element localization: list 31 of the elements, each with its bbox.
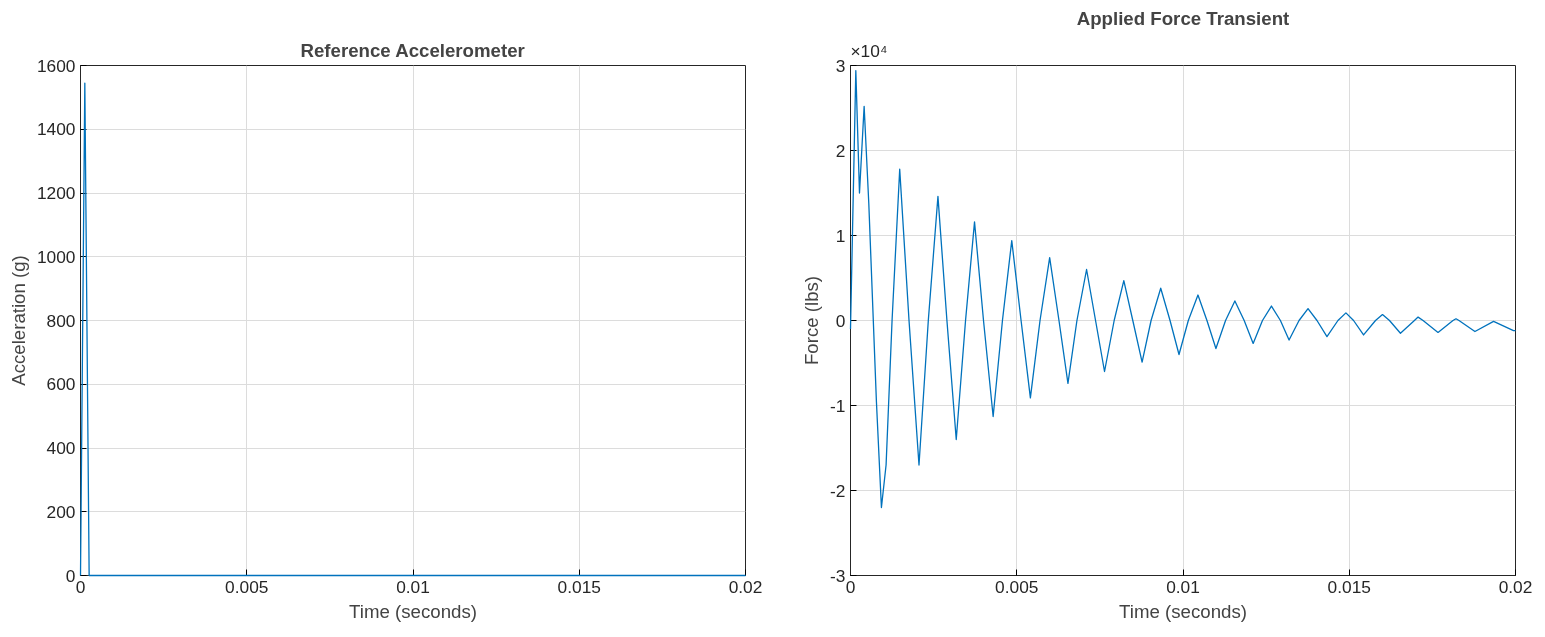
y-tick-label: 1400 — [36, 119, 76, 140]
x-tick-label: 0.005 — [995, 576, 1039, 597]
y-tick-label: 1200 — [36, 183, 76, 203]
x-tick-label: 0.005 — [225, 576, 269, 597]
x-tick-label: 0.015 — [1327, 576, 1371, 597]
y-tick-label: 1000 — [36, 246, 76, 267]
y-tick-label: 0 — [835, 310, 846, 331]
x-tick-label: 0.01 — [396, 576, 430, 597]
y-axis-title: Acceleration (g) — [7, 255, 29, 386]
y-tick-label: 1 — [835, 225, 846, 246]
y-tick-label: 800 — [46, 310, 76, 331]
x-axis-title: Time (seconds) — [349, 600, 477, 622]
x-tick-label: 0.02 — [1498, 576, 1533, 597]
y-tick-label: -3 — [830, 565, 846, 586]
chart-title: Applied Force Transient — [1076, 7, 1290, 29]
y-tick-label: 2 — [835, 140, 846, 161]
x-axis-title: Time (seconds) — [1119, 600, 1247, 622]
y-axis-title: Force (lbs) — [801, 275, 823, 366]
y-tick-label: 200 — [46, 501, 76, 522]
text: ×10⁴ — [850, 40, 888, 61]
y-tick-label: 600 — [46, 374, 76, 395]
x-tick-label: 0.015 — [557, 576, 601, 597]
y-tick-label: -2 — [830, 480, 846, 501]
x-tick-label: 0.01 — [1166, 576, 1200, 597]
y-tick-label: -1 — [830, 395, 846, 416]
chart-title: Reference Accelerometer — [300, 39, 525, 61]
y-tick-label: 3 — [835, 55, 846, 76]
x-tick-label: 0.02 — [728, 576, 763, 597]
y-tick-label: 400 — [46, 438, 76, 458]
line-series — [849, 69, 1517, 509]
y-tick-label: 1600 — [36, 55, 76, 76]
